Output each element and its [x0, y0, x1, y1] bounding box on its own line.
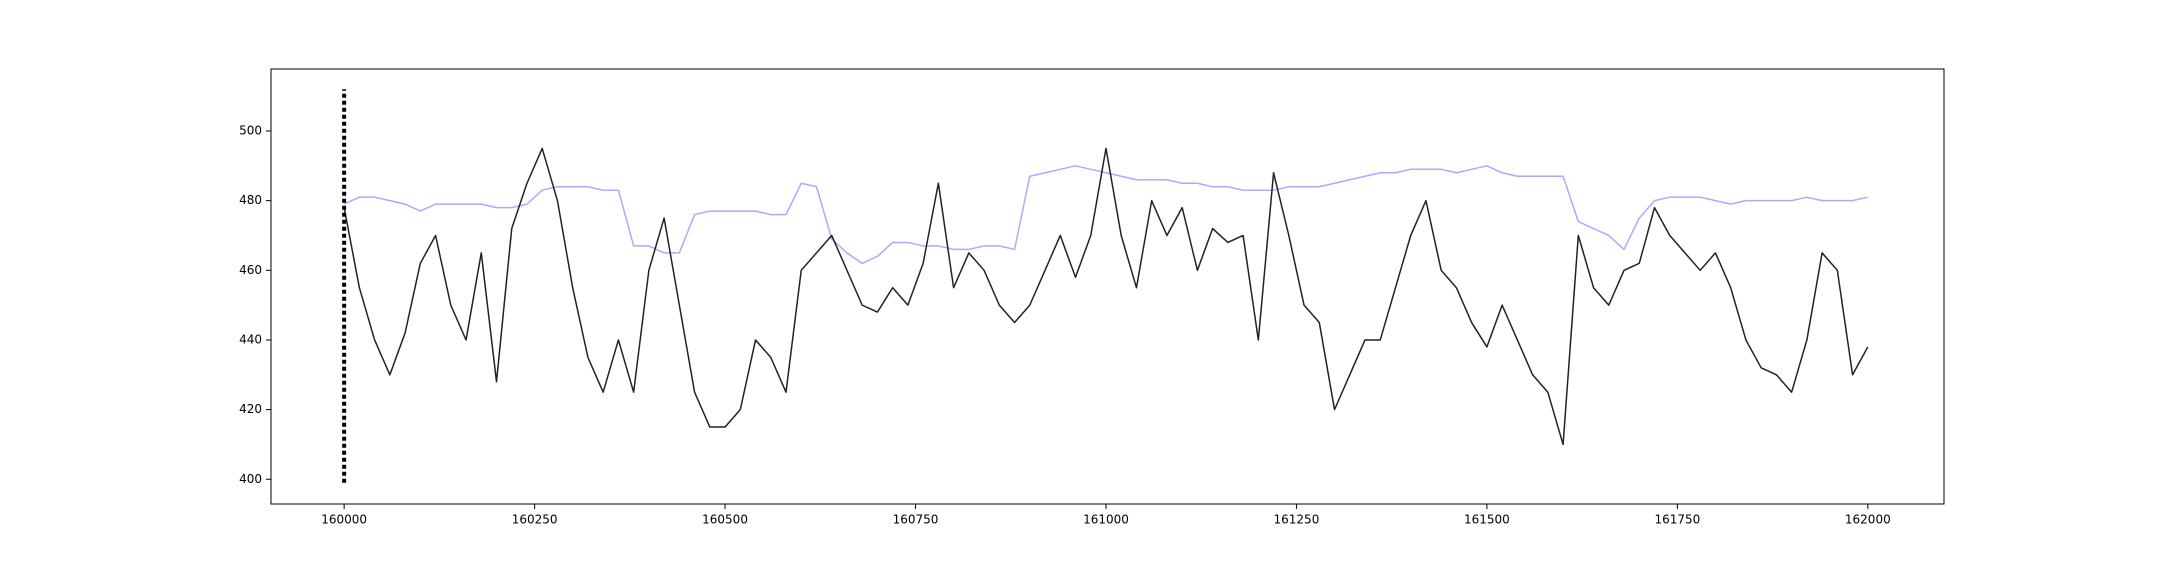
- x-tick-label: 160500: [702, 513, 748, 527]
- x-tick-label: 160750: [893, 513, 939, 527]
- x-tick-label: 161500: [1464, 513, 1510, 527]
- x-tick-label: 161000: [1083, 513, 1129, 527]
- y-tick-label: 460: [239, 263, 262, 277]
- x-tick-label: 161750: [1654, 513, 1700, 527]
- data-line: [343, 165, 1868, 265]
- x-tick-label: 160250: [512, 513, 558, 527]
- y-tick-label: 500: [239, 123, 262, 137]
- plot-frame: [270, 68, 1945, 505]
- y-tick-label: 440: [239, 332, 262, 346]
- y-tick-label: 480: [239, 193, 262, 207]
- x-tick-label: 161250: [1274, 513, 1320, 527]
- x-tick-label: 160000: [321, 513, 367, 527]
- y-tick-label: 420: [239, 402, 262, 416]
- x-tick-label: 162000: [1845, 513, 1891, 527]
- data-line: [343, 147, 1869, 446]
- y-tick-label: 400: [239, 472, 262, 486]
